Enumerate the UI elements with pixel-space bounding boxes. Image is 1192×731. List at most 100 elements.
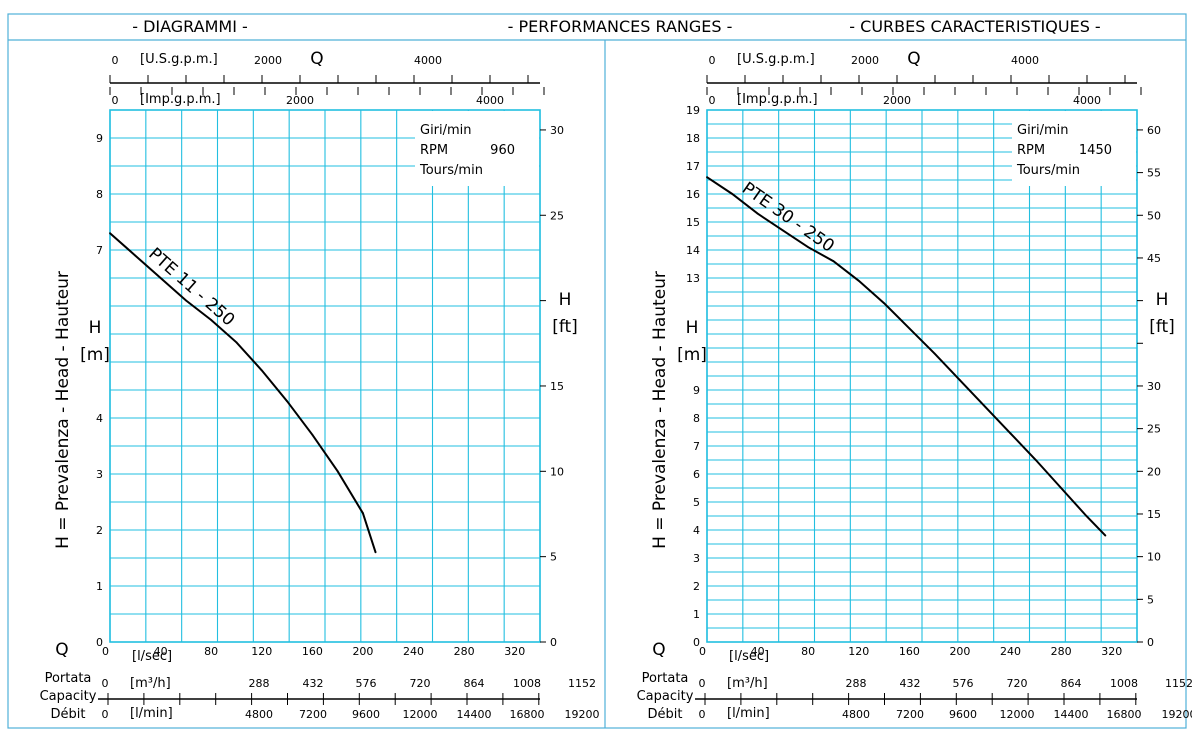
series-point bbox=[959, 379, 961, 382]
lmin-tick-label: 7200 bbox=[299, 708, 327, 721]
x-tick-label: 0 bbox=[699, 645, 706, 658]
x-tick-label: 240 bbox=[1000, 645, 1021, 658]
x-tick-label: 160 bbox=[899, 645, 920, 658]
y2-tick-label: 15 bbox=[1147, 508, 1161, 521]
series-point bbox=[807, 246, 810, 249]
y2-tick-label: 10 bbox=[1147, 551, 1161, 564]
x-tick-label: 120 bbox=[848, 645, 869, 658]
m3h-tick-label: 720 bbox=[1007, 677, 1028, 690]
chart-pte-30-250: 0123456789131415161718190510152025304550… bbox=[637, 49, 1192, 722]
m3h-tick-label: 1152 bbox=[1165, 677, 1192, 690]
impgpm-tick-label: 2000 bbox=[286, 94, 314, 107]
y-tick-label: 16 bbox=[686, 188, 700, 201]
m3h-tick-label: 432 bbox=[900, 677, 921, 690]
usgpm-tick-label: 0 bbox=[709, 54, 716, 67]
flow-label-portata: Portata bbox=[642, 671, 689, 686]
series-label-0: PTE 11 - 250 bbox=[144, 244, 238, 330]
y-axis-side-label: H = Prevalenza - Head - Hauteur bbox=[53, 271, 73, 549]
y-tick-label: 6 bbox=[693, 468, 700, 481]
x-tick-label: 280 bbox=[1051, 645, 1072, 658]
rpm-value: 960 bbox=[490, 143, 515, 158]
header-center-title: - PERFORMANCES RANGES - bbox=[508, 17, 733, 36]
m3h-axis-label: [m³/h] bbox=[130, 676, 171, 691]
y2-tick-label: 15 bbox=[550, 380, 564, 393]
rpm-box bbox=[1012, 111, 1136, 186]
y-tick-label: 1 bbox=[693, 608, 700, 621]
lmin-axis-label: [l/min] bbox=[727, 706, 770, 721]
y-tick-label: 4 bbox=[96, 412, 103, 425]
y-tick-label: 3 bbox=[96, 468, 103, 481]
x-tick-label: 0 bbox=[102, 645, 109, 658]
y2-axis-label-h: H bbox=[559, 290, 572, 310]
series-point bbox=[1060, 487, 1063, 489]
m3h-tick-label: 864 bbox=[1061, 677, 1082, 690]
series-point bbox=[374, 551, 377, 554]
flow-label-capacity: Capacity bbox=[40, 689, 97, 704]
impgpm-tick-label: 4000 bbox=[1073, 94, 1101, 107]
series-point bbox=[984, 405, 987, 408]
flow-label-capacity: Capacity bbox=[637, 689, 694, 704]
usgpm-tick-label: 2000 bbox=[851, 54, 879, 67]
y2-tick-label: 60 bbox=[1147, 124, 1161, 137]
series-point bbox=[1034, 459, 1037, 461]
series-point bbox=[235, 341, 238, 344]
y-tick-label: 13 bbox=[686, 272, 700, 285]
series-point bbox=[706, 176, 708, 179]
x-tick-label: 200 bbox=[949, 645, 970, 658]
plot-border bbox=[109, 109, 541, 643]
grid bbox=[109, 109, 541, 643]
y-tick-label: 5 bbox=[693, 496, 700, 509]
m3h-tick-label: 0 bbox=[102, 677, 109, 690]
y-tick-label: 0 bbox=[693, 636, 700, 649]
x-tick-label: 240 bbox=[403, 645, 424, 658]
y-tick-label: 15 bbox=[686, 216, 700, 229]
rpm-label-tours: Tours/min bbox=[1016, 163, 1080, 178]
y2-tick-label: 0 bbox=[1147, 636, 1154, 649]
flow-label-debit: Débit bbox=[51, 707, 86, 722]
series-point bbox=[210, 319, 213, 321]
x-tick-label: 320 bbox=[504, 645, 525, 658]
lmin-tick-label: 14400 bbox=[1054, 708, 1089, 721]
sheet-frame bbox=[7, 13, 1187, 729]
usgpm-tick-label: 2000 bbox=[254, 54, 282, 67]
x-tick-label: 320 bbox=[1101, 645, 1122, 658]
series-point bbox=[109, 232, 111, 235]
series-label-1: PTE 30 - 250 bbox=[738, 178, 838, 256]
lmin-tick-label: 19200 bbox=[1162, 708, 1192, 721]
series-point bbox=[731, 193, 734, 195]
series-point bbox=[832, 260, 835, 263]
y2-tick-label: 30 bbox=[1147, 380, 1161, 393]
series-line-0 bbox=[109, 232, 377, 553]
lmin-tick-label: 0 bbox=[102, 708, 109, 721]
series-point bbox=[134, 254, 137, 257]
y-axis-label-h: H bbox=[89, 318, 102, 338]
y2-axis-label-unit: [ft] bbox=[1149, 317, 1175, 337]
header-left-title: - DIAGRAMMI - bbox=[132, 17, 248, 36]
rpm-label-giri: Giri/min bbox=[420, 123, 472, 138]
impgpm-tick-label: 4000 bbox=[476, 94, 504, 107]
series-point bbox=[1104, 534, 1107, 537]
y-tick-label: 18 bbox=[686, 132, 700, 145]
y-tick-label: 7 bbox=[96, 244, 103, 257]
usgpm-axis-label: [U.S.g.p.m.] bbox=[737, 52, 815, 67]
y2-tick-label: 0 bbox=[550, 636, 557, 649]
lmin-tick-label: 9600 bbox=[949, 708, 977, 721]
y2-tick-label: 10 bbox=[550, 465, 564, 478]
rpm-label-rpm: RPM bbox=[420, 143, 448, 158]
m3h-tick-label: 576 bbox=[953, 677, 974, 690]
rpm-label-rpm: RPM bbox=[1017, 143, 1045, 158]
x-tick-label: 120 bbox=[251, 645, 272, 658]
m3h-tick-label: 288 bbox=[249, 677, 270, 690]
y-tick-label: 7 bbox=[693, 440, 700, 453]
series-point bbox=[908, 327, 911, 330]
q-label-top: Q bbox=[907, 49, 920, 69]
x-axis-label: [l/sec] bbox=[132, 649, 172, 664]
y-tick-label: 4 bbox=[693, 524, 700, 537]
m3h-tick-label: 864 bbox=[464, 677, 485, 690]
y-tick-label: 3 bbox=[693, 552, 700, 565]
m3h-tick-label: 720 bbox=[410, 677, 431, 690]
header-right-title: - CURBES CARACTERISTIQUES - bbox=[849, 17, 1100, 36]
lmin-tick-label: 7200 bbox=[896, 708, 924, 721]
x-tick-label: 80 bbox=[204, 645, 218, 658]
x-tick-label: 160 bbox=[302, 645, 323, 658]
